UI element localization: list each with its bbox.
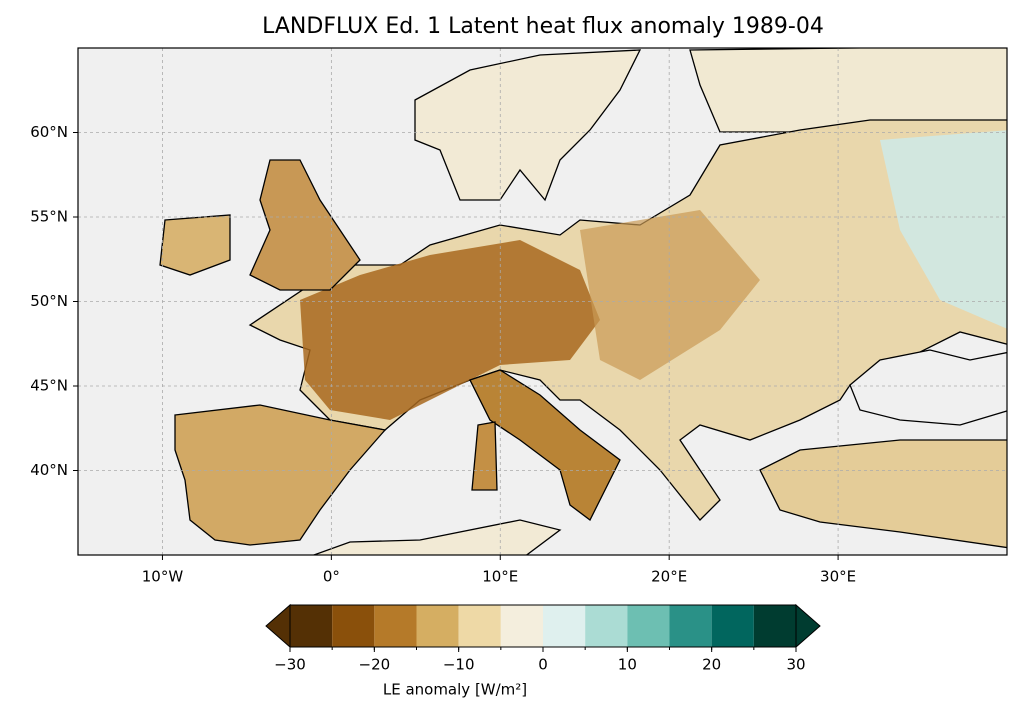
land-ireland bbox=[159, 214, 231, 276]
x-tick-label: 10°E bbox=[482, 568, 518, 586]
x-tick-label: 30°E bbox=[820, 568, 856, 586]
y-tick-label: 55°N bbox=[30, 208, 68, 226]
y-tick-label: 50°N bbox=[30, 292, 68, 310]
land-iberia bbox=[174, 404, 387, 546]
land-turkey bbox=[759, 439, 1007, 549]
x-tick-label: 20°E bbox=[651, 568, 687, 586]
colorbar-bin bbox=[543, 605, 586, 647]
colorbar-bin bbox=[374, 605, 417, 647]
y-tick-label: 45°N bbox=[30, 377, 68, 395]
x-tick-label: 10°W bbox=[142, 568, 184, 586]
grid bbox=[78, 48, 1007, 555]
land-layer bbox=[159, 48, 1007, 555]
colorbar-tick-label: −30 bbox=[274, 656, 306, 674]
colorbar-tick-label: −10 bbox=[443, 656, 475, 674]
colorbar-label: LE anomaly [W/m²] bbox=[383, 681, 527, 699]
colorbar-tick-label: 10 bbox=[618, 656, 637, 674]
colorbar-tick-label: 20 bbox=[702, 656, 721, 674]
colorbar-bin bbox=[627, 605, 670, 647]
map-title: LANDFLUX Ed. 1 Latent heat flux anomaly … bbox=[262, 14, 824, 39]
colorbar-extend-min bbox=[265, 603, 291, 649]
colorbar-tick-label: −20 bbox=[359, 656, 391, 674]
land-britain bbox=[249, 159, 361, 291]
colorbar-bin bbox=[500, 605, 543, 647]
land-islands bbox=[471, 421, 498, 491]
land-scandinavia bbox=[414, 49, 642, 202]
colorbar-bin bbox=[753, 605, 796, 647]
colorbar-bin bbox=[332, 605, 375, 647]
x-tick-label: 0° bbox=[323, 568, 340, 586]
anomaly-center bbox=[300, 240, 600, 420]
colorbar-bin bbox=[669, 605, 712, 647]
colorbar-bin bbox=[290, 605, 333, 647]
y-tick-label: 60°N bbox=[30, 123, 68, 141]
black-sea bbox=[849, 349, 1007, 426]
colorbar-tick-label: 30 bbox=[786, 656, 805, 674]
colorbar-bin bbox=[711, 605, 754, 647]
y-tick-label: 40°N bbox=[30, 461, 68, 479]
land-africa bbox=[311, 519, 562, 555]
colorbar-extend-max bbox=[795, 603, 821, 649]
land-italy bbox=[469, 369, 621, 521]
anomaly-northeast bbox=[880, 130, 1007, 329]
colorbar-tick-label: 0 bbox=[538, 656, 548, 674]
colorbar-bin bbox=[585, 605, 628, 647]
anomaly-east bbox=[580, 210, 760, 380]
colorbar-bin bbox=[416, 605, 459, 647]
colorbar-bin bbox=[458, 605, 501, 647]
